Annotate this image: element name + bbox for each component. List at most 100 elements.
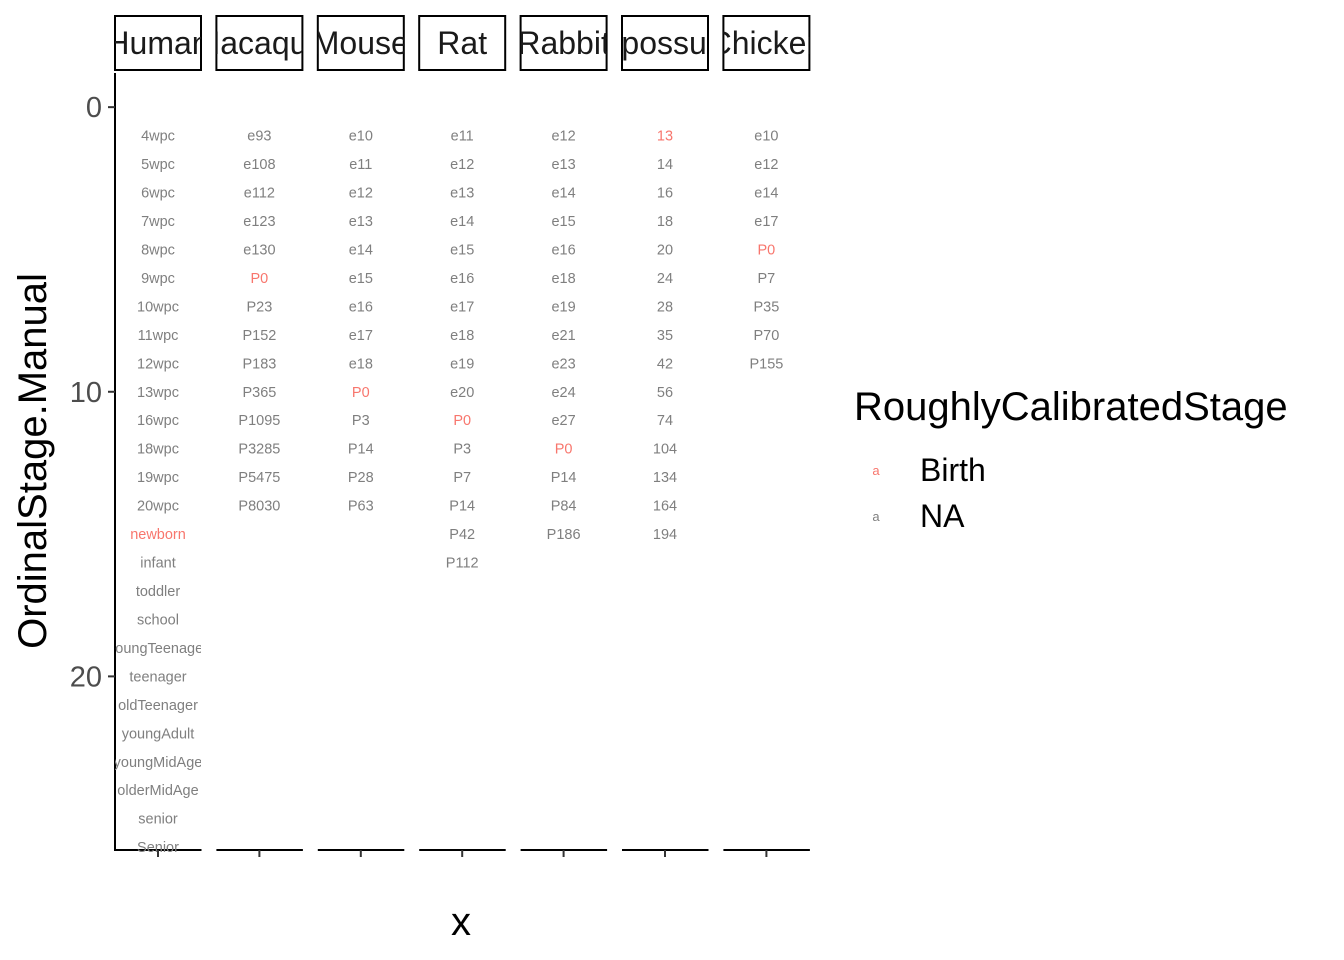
panel-opossum: Opossum 13 14 16 18 20 24 28 35 42 56 74 104 134 164 19…: [597, 15, 734, 857]
strip-box: [316, 15, 405, 71]
stage-label: youngAdult: [122, 726, 195, 742]
legend-key-glyph: a: [872, 463, 880, 478]
panel-rat: Rat e11 e12 e13 e14 e15 e16 e17 e18 e19 e20 P0 P3 P7 P…: [418, 15, 507, 857]
stage-label: e15: [349, 271, 373, 287]
stage-label: e19: [450, 356, 474, 372]
strip-label: Human: [106, 25, 209, 61]
stage-label: e18: [450, 328, 474, 344]
facet-panels: Human 4wpc 5wpc 6wpc 7wpc 8wpc 9wpc 10wpc 11wpc 1…: [106, 15, 825, 857]
panel-macaque: Macaque e93 e108 e112 e123 e130 P0 P23 P152 P183 P…: [194, 15, 326, 857]
stage-label: e16: [349, 299, 373, 315]
stage-label: P0: [453, 413, 471, 429]
stage-label: e13: [349, 214, 373, 230]
stage-label: e18: [349, 356, 373, 372]
y-axis-title: OrdinalStage.Manual: [11, 273, 55, 649]
stage-label: oldTeenager: [118, 698, 198, 714]
stage-label: e11: [349, 157, 372, 173]
stage-label: e112: [244, 186, 275, 202]
stage-label: 7wpc: [141, 214, 175, 230]
stage-label: P23: [246, 299, 272, 315]
stage-label: e13: [450, 186, 474, 202]
strip-label: Mouse: [313, 25, 409, 61]
stage-label: P3: [352, 413, 370, 429]
stage-label: 74: [657, 413, 673, 429]
stage-label: P14: [449, 499, 475, 515]
strip-label: Opossum: [597, 25, 734, 61]
stage-label: e14: [450, 214, 474, 230]
stage-label: newborn: [130, 527, 186, 543]
stage-label: 42: [657, 356, 673, 372]
stage-label: 16: [657, 186, 673, 202]
stage-label: P0: [352, 385, 370, 401]
stage-label: e123: [243, 214, 275, 230]
stage-label: 11wpc: [138, 328, 179, 344]
stage-label: P5475: [238, 470, 280, 486]
stage-label: P70: [753, 328, 779, 344]
stage-label: e10: [754, 129, 778, 145]
stage-label: P3: [453, 442, 471, 458]
stage-label: e16: [450, 271, 474, 287]
stage-label: 18wpc: [137, 442, 179, 458]
stage-label: youngMidAge: [114, 755, 203, 771]
y-tick-label: 0: [86, 92, 102, 124]
stage-label: e15: [450, 242, 474, 258]
stage-label: e12: [349, 186, 373, 202]
stage-label: senior: [138, 812, 178, 828]
stage-label: toddler: [136, 584, 181, 600]
stage-label: P112: [446, 556, 479, 572]
stage-label: 16wpc: [137, 413, 179, 429]
stage-label: 13wpc: [137, 385, 179, 401]
stage-label: infant: [140, 556, 175, 572]
stage-label: e15: [551, 214, 575, 230]
stage-label: P8030: [238, 499, 280, 515]
y-tick-label: 20: [70, 661, 102, 693]
stage-label: P0: [758, 242, 776, 258]
stage-label: e14: [754, 186, 778, 202]
stage-label: e20: [450, 385, 474, 401]
stage-label: P14: [348, 442, 374, 458]
stage-label: e13: [551, 157, 575, 173]
legend: RoughlyCalibratedStage a Birth a NA: [854, 385, 1288, 534]
stage-label: 9wpc: [141, 271, 175, 287]
stage-label: e17: [754, 214, 778, 230]
stage-label: e19: [551, 299, 575, 315]
stage-label: 20wpc: [137, 499, 179, 515]
stage-label: 28: [657, 299, 673, 315]
legend-key-glyph: a: [872, 509, 880, 524]
stage-label: 104: [653, 442, 677, 458]
stage-label: P63: [348, 499, 374, 515]
stage-label: 24: [657, 271, 673, 287]
strip-label: Rat: [437, 25, 487, 61]
stage-label: 56: [657, 385, 673, 401]
stage-label: e17: [450, 299, 474, 315]
stage-label: e93: [247, 129, 271, 145]
stage-label: e23: [551, 356, 575, 372]
strip-box: [418, 15, 507, 71]
stage-label: 14: [657, 157, 673, 173]
stage-label: e18: [551, 271, 575, 287]
stage-label: e24: [551, 385, 575, 401]
stage-label: 6wpc: [141, 186, 175, 202]
stage-label: P152: [242, 328, 276, 344]
stage-label: school: [137, 612, 179, 628]
strip-box: [621, 15, 709, 71]
stage-label: 4wpc: [141, 129, 175, 145]
panel-rabbit: Rabbit e12 e13 e14 e15 e16 e18 e19 e21 e23 e24 e27 P…: [519, 15, 608, 857]
stage-label: e14: [349, 242, 373, 258]
strip-label: Chicken: [709, 25, 825, 61]
stage-label: e16: [551, 242, 575, 258]
stage-label: P3285: [238, 442, 280, 458]
stage-label: P14: [551, 470, 577, 486]
panel-mouse: Mouse e10 e11 e12 e13 e14 e15 e16 e17 e18 P0 P3 P14 P…: [313, 15, 409, 857]
stage-label: youngTeenager: [108, 641, 208, 657]
stage-label: e12: [754, 157, 778, 173]
legend-entry-label: NA: [920, 498, 965, 534]
stage-label: e130: [243, 242, 275, 258]
strip-box: [519, 15, 608, 71]
stage-label: P7: [758, 271, 776, 287]
stage-label: P0: [251, 271, 269, 287]
stage-label: e14: [551, 186, 575, 202]
stage-label: e27: [551, 413, 575, 429]
strip-label: Macaque: [194, 25, 326, 61]
